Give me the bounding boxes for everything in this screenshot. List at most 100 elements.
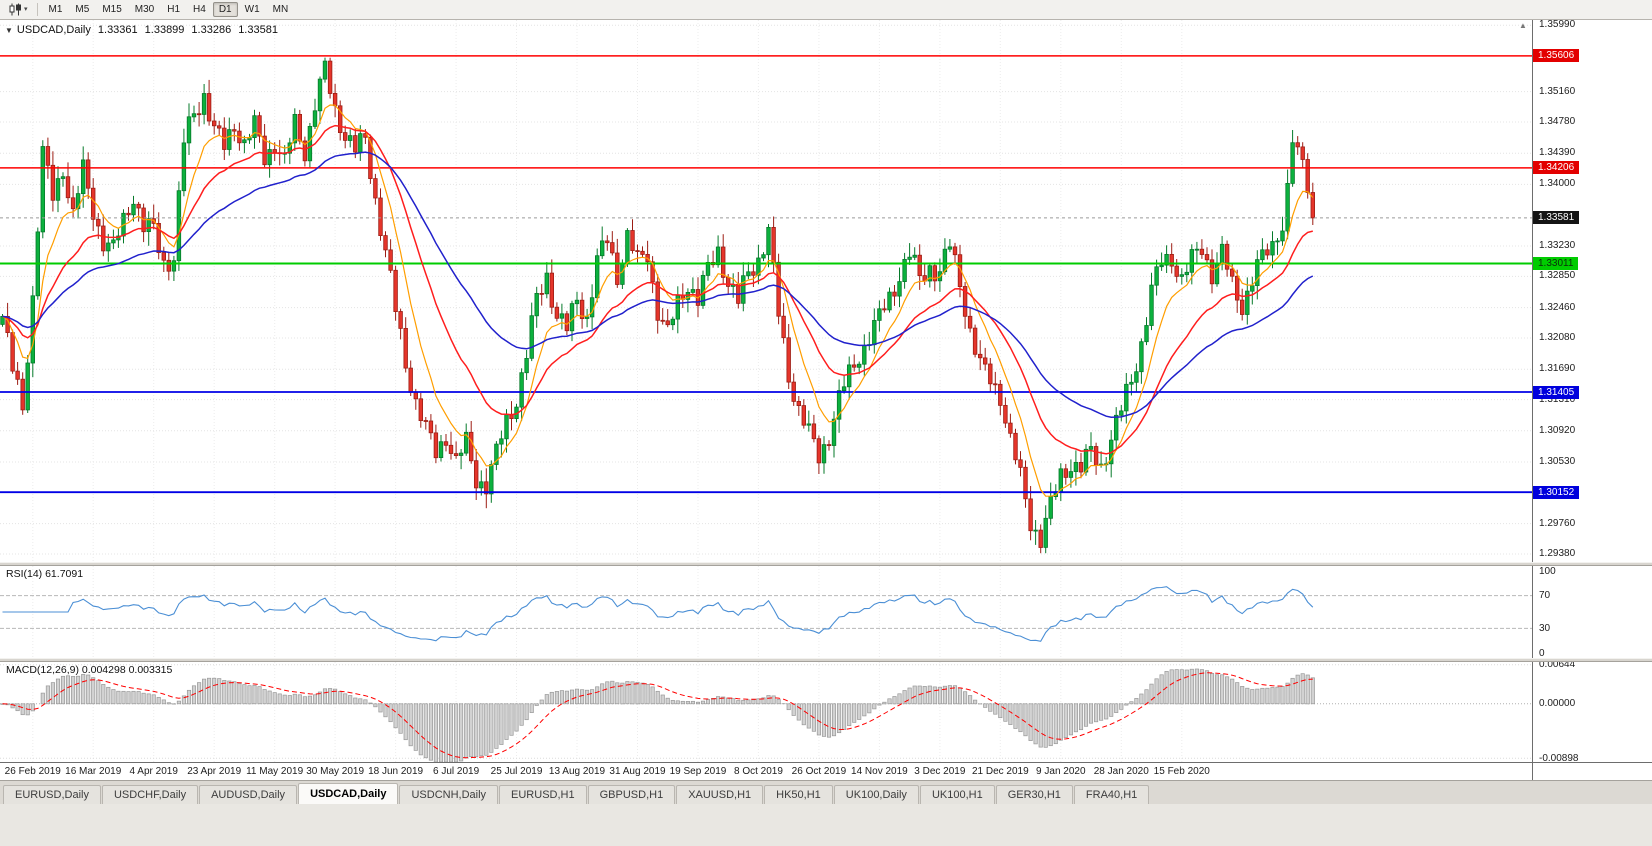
- chart-tab-hk50-h1[interactable]: HK50,H1: [764, 785, 833, 804]
- price-level-badge: 1.33581: [1533, 211, 1580, 225]
- date-label: 23 Apr 2019: [187, 766, 242, 777]
- price-tick: 1.35990: [1539, 20, 1576, 31]
- chart-info: ▼ USDCAD,Daily 1.33361 1.33899 1.33286 1…: [5, 24, 278, 36]
- macd-axis: 0.00644 0.00000 -0.00898: [1532, 662, 1652, 762]
- chart-tab-usdcad-daily[interactable]: USDCAD,Daily: [298, 783, 399, 804]
- timeframe-button-w1[interactable]: W1: [244, 4, 260, 15]
- date-label: 18 Jun 2019: [368, 766, 424, 777]
- price-tick: 1.31310: [1539, 393, 1576, 405]
- price-tick: 1.34390: [1539, 147, 1576, 159]
- macd-chart[interactable]: [0, 662, 1532, 762]
- rsi-label: RSI(14) 61.7091: [6, 568, 84, 580]
- rsi-tick: 100: [1539, 566, 1556, 577]
- candlestick-chart[interactable]: [0, 20, 1532, 562]
- panel-separator[interactable]: [0, 562, 1652, 566]
- timeframe-button-m5[interactable]: M5: [75, 4, 90, 15]
- macd-tick: 0.00000: [1539, 698, 1576, 710]
- date-label: 13 Aug 2019: [548, 766, 606, 777]
- high-value: 1.33899: [144, 24, 185, 36]
- macd-label: MACD(12,26,9) 0.004298 0.003315: [6, 664, 173, 676]
- price-tick: 1.32080: [1539, 332, 1576, 343]
- one-click-collapse-icon[interactable]: ▼: [5, 25, 13, 35]
- price-level-badge: 1.34206: [1533, 161, 1580, 175]
- date-label: 3 Dec 2019: [914, 766, 966, 777]
- rsi-tick: 30: [1539, 622, 1551, 634]
- panel-separator[interactable]: [0, 658, 1652, 662]
- price-tick: 1.32850: [1539, 270, 1576, 282]
- toolbar-separator: [36, 3, 38, 16]
- date-label: 31 Aug 2019: [609, 766, 666, 777]
- macd-panel: MACD(12,26,9) 0.004298 0.003315 0.00644 0…: [0, 662, 1652, 762]
- chart-window: ▼ USDCAD,Daily 1.33361 1.33899 1.33286 1…: [0, 20, 1652, 780]
- status-area: [0, 804, 1652, 846]
- chart-tab-gbpusd-h1[interactable]: GBPUSD,H1: [587, 785, 676, 804]
- rsi-tick: 70: [1539, 590, 1551, 602]
- date-label: 14 Nov 2019: [851, 766, 908, 777]
- timeframe-buttons: M1 M5 M15 M30 H1 H4 D1 W1 MN: [43, 2, 295, 17]
- price-tick: 1.30920: [1539, 424, 1576, 436]
- price-tick: 1.34000: [1539, 178, 1576, 190]
- chevron-down-icon: ▾: [24, 5, 28, 13]
- timeframe-button-h1[interactable]: H1: [167, 4, 181, 15]
- date-label: 26 Oct 2019: [791, 766, 847, 777]
- chart-tab-eurusd-h1[interactable]: EURUSD,H1: [499, 785, 587, 804]
- price-tick: 1.30530: [1539, 456, 1576, 467]
- rsi-axis: 100 70 30 0: [1532, 566, 1652, 658]
- date-label: 6 Jul 2019: [432, 766, 480, 777]
- price-tick: 1.31690: [1539, 363, 1576, 375]
- date-label: 15 Feb 2020: [1153, 766, 1210, 777]
- date-label: 30 May 2019: [306, 766, 365, 777]
- chart-tab-bar: EURUSD,Daily USDCHF,Daily AUDUSD,Daily USDC…: [0, 780, 1652, 804]
- symbol-label: USDCAD,Daily: [16, 24, 91, 36]
- chart-tab-uk100-daily[interactable]: UK100,Daily: [833, 785, 919, 804]
- date-label: 16 Mar 2019: [65, 766, 122, 777]
- price-level-badge: 1.33011: [1533, 257, 1579, 271]
- rsi-panel: RSI(14) 61.7091 100 70 30 0: [0, 566, 1652, 658]
- scroll-up-icon[interactable]: ▲: [1519, 21, 1527, 30]
- date-label: 4 Apr 2019: [129, 766, 178, 777]
- date-label: 21 Dec 2019: [971, 766, 1029, 777]
- chart-tab-usdcnh-daily[interactable]: USDCNH,Daily: [399, 785, 499, 804]
- chart-tab-fra40-h1[interactable]: FRA40,H1: [1073, 785, 1150, 804]
- date-label: 11 May 2019: [246, 766, 304, 777]
- date-axis-corner: [1532, 763, 1652, 780]
- price-tick: 1.32460: [1539, 301, 1576, 313]
- timeframe-button-m30[interactable]: M30: [134, 4, 155, 15]
- price-tick: 1.33230: [1539, 240, 1576, 251]
- low-value: 1.33286: [191, 24, 232, 36]
- close-value: 1.33581: [238, 24, 278, 36]
- price-tick: 1.34780: [1539, 116, 1576, 127]
- date-label: 25 Jul 2019: [490, 766, 543, 777]
- date-label: 26 Feb 2019: [4, 766, 61, 777]
- date-label: 8 Oct 2019: [733, 766, 783, 777]
- timeframe-button-d1[interactable]: D1: [212, 2, 238, 17]
- date-label: 9 Jan 2020: [1036, 766, 1086, 777]
- rsi-chart[interactable]: [0, 566, 1532, 658]
- price-axis[interactable]: 1.35990 1.35160 1.34780 1.34390 1.34000 1.332…: [1532, 20, 1652, 562]
- price-tick: 1.29380: [1539, 548, 1576, 559]
- candlestick-chart-icon: [9, 3, 21, 16]
- macd-tick: -0.00898: [1539, 752, 1579, 762]
- timeframe-button-h4[interactable]: H4: [193, 4, 206, 15]
- price-tick: 1.35160: [1539, 85, 1576, 97]
- date-label: 19 Sep 2019: [669, 766, 727, 777]
- date-axis[interactable]: 26 Feb 2019 16 Mar 2019 4 Apr 2019 23 Apr 2…: [0, 762, 1652, 780]
- macd-tick: 0.00644: [1539, 662, 1576, 671]
- chart-tab-audusd-daily[interactable]: AUDUSD,Daily: [199, 785, 298, 804]
- chart-tab-eurusd-daily[interactable]: EURUSD,Daily: [3, 785, 101, 804]
- chart-tab-uk100-h1[interactable]: UK100,H1: [919, 785, 995, 804]
- price-tick: 1.29760: [1539, 517, 1576, 529]
- open-value: 1.33361: [97, 24, 138, 36]
- toolbar: ▾ M1 M5 M15 M30 H1 H4 D1 W1 MN: [0, 0, 1652, 20]
- timeframe-button-m15[interactable]: M15: [102, 4, 122, 15]
- chart-tab-ger30-h1[interactable]: GER30,H1: [995, 785, 1073, 804]
- chart-type-button[interactable]: ▾: [4, 1, 32, 18]
- timeframe-button-m1[interactable]: M1: [48, 4, 63, 15]
- rsi-tick: 0: [1539, 647, 1545, 659]
- chart-tab-xauusd-h1[interactable]: XAUUSD,H1: [676, 785, 764, 804]
- chart-tab-usdchf-daily[interactable]: USDCHF,Daily: [101, 785, 199, 804]
- price-level-badge: 1.35606: [1533, 49, 1580, 63]
- main-chart-panel: ▼ USDCAD,Daily 1.33361 1.33899 1.33286 1…: [0, 20, 1652, 562]
- timeframe-button-mn[interactable]: MN: [272, 4, 289, 15]
